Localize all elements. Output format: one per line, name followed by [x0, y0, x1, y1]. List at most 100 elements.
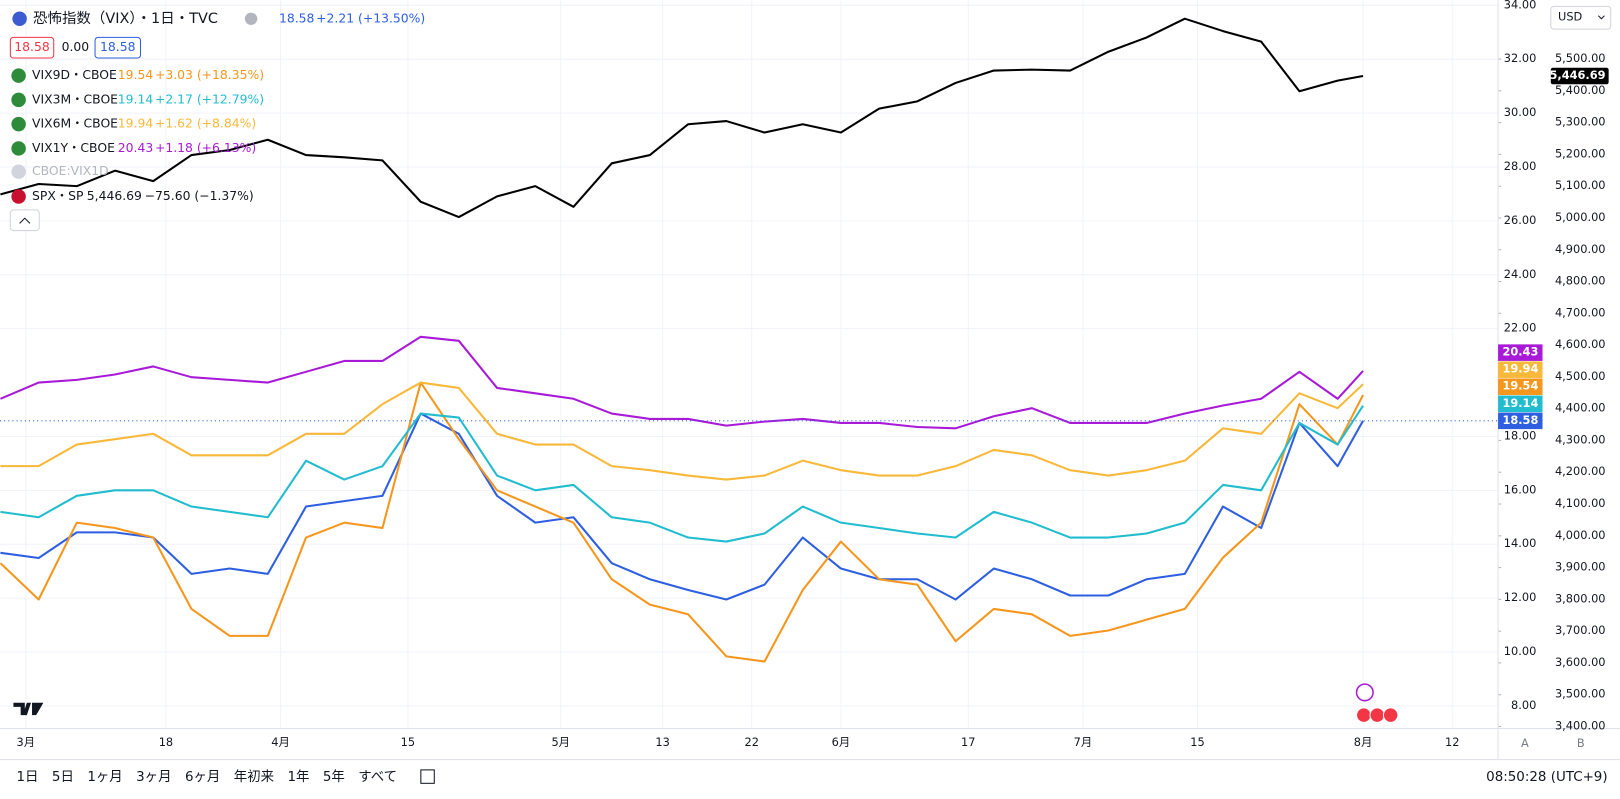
- legend-value: 18.58: [279, 10, 315, 25]
- series-line: [0, 412, 1364, 601]
- scale-button[interactable]: B: [1577, 736, 1585, 750]
- y2-tick-label: 3,600.00: [1555, 655, 1606, 669]
- y2-tick-label: 4,600.00: [1555, 337, 1606, 351]
- x-tick-label: 6月: [832, 735, 851, 749]
- flag-icon: [12, 11, 27, 27]
- y2-tick-label: 4,000.00: [1555, 528, 1606, 542]
- legend-change: +1.18 (+6.13%): [155, 140, 256, 155]
- y2-tick-label: 5,000.00: [1555, 210, 1606, 224]
- price-tag-label: 18.58: [1502, 413, 1538, 427]
- x-tick-label: 17: [961, 735, 975, 749]
- x-tick-label: 8月: [1354, 735, 1373, 749]
- y-tick-label: 22.00: [1504, 321, 1537, 335]
- y2-tick-label: 4,700.00: [1555, 305, 1606, 319]
- range-button[interactable]: 3ヶ月: [136, 770, 171, 785]
- legend-change: +3.03 (+18.35%): [155, 67, 264, 82]
- calendar-icon[interactable]: [420, 769, 435, 784]
- price-tag: [1498, 412, 1543, 430]
- legend-change: −75.60 (−1.37%): [145, 188, 254, 203]
- event-icon[interactable]: [1355, 683, 1374, 702]
- collapse-button[interactable]: [9, 209, 40, 232]
- legend-name: VIX3M・CBOE: [32, 91, 118, 106]
- x-tick-label: 18: [159, 735, 173, 749]
- legend-icon: [11, 189, 26, 204]
- y-tick-label: 10.00: [1504, 644, 1537, 658]
- range-button[interactable]: 1年: [287, 769, 309, 785]
- series-line: [0, 17, 1364, 219]
- legend-value: 5,446.69: [87, 188, 142, 203]
- range-button[interactable]: 年初来: [234, 769, 274, 785]
- range-button[interactable]: すべて: [358, 769, 397, 785]
- y2-tick-label: 3,900.00: [1555, 560, 1606, 574]
- legend-value: 19.54: [118, 67, 154, 82]
- x-tick-label: 5月: [551, 735, 570, 749]
- x-tick-label: 4月: [271, 735, 290, 749]
- range-button[interactable]: 1ヶ月: [87, 770, 122, 785]
- y2-tick-label: 5,100.00: [1555, 178, 1606, 192]
- price-tag-label: 19.14: [1502, 396, 1538, 410]
- legend-icon: [11, 116, 26, 132]
- x-tick-label: 13: [655, 735, 669, 749]
- price-tag: [1498, 344, 1543, 361]
- range-button[interactable]: 5年: [323, 769, 345, 785]
- currency-label[interactable]: USD: [1558, 10, 1583, 24]
- event-icon[interactable]: [1382, 707, 1399, 723]
- y2-tick-label: 4,400.00: [1555, 401, 1606, 415]
- price-tag-label: 19.54: [1502, 379, 1538, 393]
- price-tag-label: 20.43: [1502, 345, 1538, 359]
- x-tick-label: 7月: [1074, 735, 1093, 749]
- quote-box: [9, 36, 55, 59]
- series-line: [0, 335, 1364, 430]
- x-tick-label: 22: [745, 735, 759, 749]
- y2-tick-label: 4,900.00: [1555, 242, 1606, 256]
- price-tag: [1498, 378, 1543, 395]
- price-tag: [1498, 361, 1543, 378]
- x-tick-label: 15: [401, 735, 415, 749]
- legend-icon: [11, 68, 26, 83]
- x-tick-label: 15: [1190, 735, 1204, 749]
- price-tag-label: 19.94: [1502, 362, 1538, 376]
- event-icon[interactable]: [1369, 707, 1385, 723]
- y2-tick-label: 3,400.00: [1555, 718, 1606, 732]
- legend-hidden: CBOE:VIX1D: [32, 163, 109, 178]
- y2-tick-label: 4,100.00: [1555, 496, 1606, 510]
- event-icon[interactable]: [1356, 707, 1372, 723]
- legend-title: 恐怖指数（VIX）・1日・TVC: [33, 10, 218, 27]
- y2-tick-label: 3,500.00: [1555, 687, 1606, 701]
- legend-name: VIX6M・CBOE: [32, 116, 118, 131]
- range-button[interactable]: 5日: [52, 770, 74, 785]
- series-line: [0, 381, 1364, 663]
- legend-change: +1.62 (+8.84%): [155, 116, 256, 131]
- y-tick-label: 16.00: [1504, 482, 1537, 496]
- y-tick-label: 18.00: [1504, 428, 1537, 442]
- logo: [13, 702, 44, 716]
- y2-tick-label: 4,800.00: [1555, 274, 1606, 288]
- y2-tick-label: 5,200.00: [1555, 146, 1606, 160]
- series-line: [0, 381, 1364, 481]
- legend-value: 20.43: [118, 140, 153, 155]
- toggle-icon[interactable]: [244, 12, 258, 25]
- x-tick-label: 3月: [17, 735, 36, 749]
- price-tag-label: 5,446.69: [1549, 68, 1605, 82]
- y2-tick-label: 3,800.00: [1555, 591, 1606, 605]
- range-button[interactable]: 1日: [17, 770, 39, 785]
- y-tick-label: 30.00: [1504, 105, 1537, 119]
- legend-icon: [11, 164, 26, 179]
- legend-value: 19.14: [118, 91, 154, 106]
- legend-change: +2.17 (+12.79%): [155, 91, 264, 106]
- dropdown-icon: [1597, 15, 1605, 20]
- quote-box-label: 18.58: [14, 39, 50, 54]
- y2-tick-label: 3,700.00: [1555, 623, 1606, 637]
- legend-icon: [11, 141, 26, 156]
- y-tick-label: 8.00: [1511, 698, 1536, 712]
- scale-button[interactable]: A: [1521, 736, 1529, 750]
- y-tick-label: 28.00: [1504, 159, 1537, 173]
- legend-value: 19.94: [118, 116, 154, 131]
- quote-box-label: 0.00: [62, 39, 90, 54]
- y2-tick-label: 5,300.00: [1555, 115, 1606, 129]
- range-button[interactable]: 6ヶ月: [185, 770, 220, 785]
- y-tick-label: 14.00: [1504, 536, 1537, 550]
- currency-button[interactable]: [1550, 5, 1612, 30]
